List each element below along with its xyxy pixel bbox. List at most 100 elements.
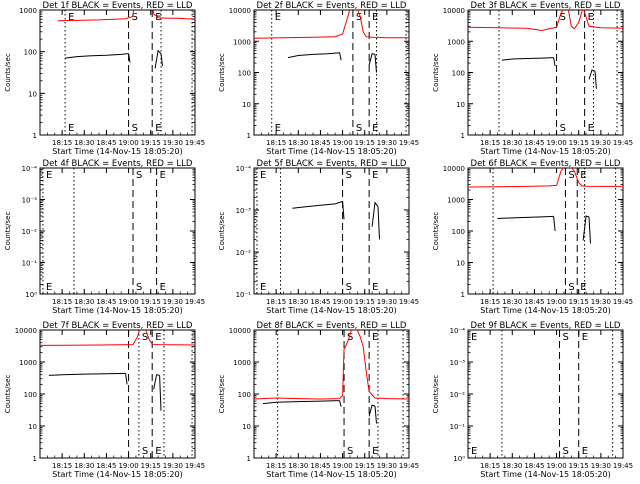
panel-5-frame [253,167,410,295]
panel-6-y-tick-label: 100 [452,228,465,236]
panel-2-marker-label: S [356,12,362,23]
panel-4-title: Det 4f BLACK = Events, RED = LLD [43,159,193,169]
panel-8-x-tick-label: 18:15 [266,462,286,470]
panel-2-title: Det 2f BLACK = Events, RED = LLD [257,1,407,11]
panel-2-series-events [339,52,342,61]
panel-1-series-events [128,53,131,63]
panel-8-title: Det 8f BLACK = Events, RED = LLD [257,321,407,331]
panel-4-marker-label: S [136,170,142,181]
panel-5-marker-label: E [372,170,378,181]
panel-6-y-tick-label: 1 [461,291,465,299]
panel-2-x-tick-label: 19:15 [355,139,375,147]
panel-3-y-tick-label: 1000 [447,38,465,46]
panel-2-series-events [368,53,376,66]
panel-3-series-lld [468,10,623,32]
panel-2-marker-label-bottom: S [356,123,362,134]
panel-2-x-tick-label: 19:45 [399,139,419,147]
panel-9-x-tick-label: 18:30 [502,462,522,470]
panel-2-series-events [287,52,340,59]
panel-2-marker-label: E [275,12,281,23]
panel-3-series-events [553,57,556,67]
panel-9-x-tick-label: 19:00 [546,462,566,470]
panel-4-y-axis-label: Counts/sec [4,212,12,251]
panel-9-marker-label-bottom: S [563,446,569,457]
panel-1-marker-label-bottom: E [155,123,161,134]
panel-1-series-events [154,49,162,69]
panel-4-x-tick-label: 18:30 [74,298,94,306]
panel-9-marker-label-bottom: E [582,446,588,457]
panel-5-x-tick-label: 19:00 [332,298,352,306]
panel-6-marker-label-bottom: S [568,282,574,293]
panel-6-series-events [588,216,591,244]
panel-7-x-tick-label: 18:30 [74,462,94,470]
panel-5-y-tick-label: 10⁻² [236,249,252,257]
panel-6-x-axis-label: Start Time (14-Nov-15 18:05:20) [480,306,610,315]
panel-5-y-tick-label: 10⁻³ [236,207,252,215]
panel-5-x-tick-label: 18:30 [288,298,308,306]
panel-4-x-tick-label: 18:45 [96,298,116,306]
panel-1-x-tick-label: 19:15 [141,139,161,147]
panel-8-x-tick-label: 19:15 [355,462,375,470]
panel-5-x-axis-label: Start Time (14-Nov-15 18:05:20) [266,306,396,315]
panel-7-marker-label: E [155,332,161,343]
panel-6-x-tick-label: 19:30 [591,298,611,306]
panel-3-y-axis-label: Counts/sec [432,53,440,92]
panel-7-y-tick-label: 10000 [15,327,37,335]
panel-7-marker-label-bottom: S [142,446,148,457]
panel-3-x-tick-label: 18:15 [480,139,500,147]
panel-1-series-lld [57,10,195,22]
panel-6-x-tick-label: 18:15 [480,298,500,306]
panel-1-y-tick-label: 100 [24,49,37,57]
panel-8-x-tick-label: 19:30 [377,462,397,470]
panel-4-y-tick-label: 10⁰ [25,291,37,299]
panel-9-y-tick-label: 10⁻³ [450,359,466,367]
panel-5-series-events [377,206,380,240]
panel-5-marker-label: S [346,170,352,181]
panel-6-marker-label-bottom: E [580,282,586,293]
panel-3-y-tick-label: 10000 [443,7,465,15]
panel-7-series-events [153,374,160,390]
panel-2-frame [253,9,410,136]
panel-6-x-tick-label: 19:00 [546,298,566,306]
panel-3-x-tick-label: 18:45 [524,139,544,147]
panel-4-x-tick-label: 19:15 [141,298,161,306]
panel-4-y-tick-label: 10⁻¹ [22,260,38,268]
panel-4-x-tick-label: 19:00 [118,298,138,306]
panel-3-frame [467,9,624,136]
panel-3-x-tick-label: 19:45 [613,139,633,147]
panel-5-series-events [371,201,379,227]
panel-6-x-tick-label: 19:45 [613,298,633,306]
panel-5-marker-label: E [260,170,266,181]
panel-1-y-tick-label: 10 [28,90,37,98]
panel-6-x-tick-label: 18:45 [524,298,544,306]
panel-4-x-tick-label: 18:15 [52,298,72,306]
panel-1-x-tick-label: 19:45 [185,139,205,147]
panel-8-y-axis-label: Counts/sec [218,375,226,414]
panel-6-title: Det 6f BLACK = Events, RED = LLD [471,159,621,169]
panel-3-marker-label-bottom: S [560,123,566,134]
panel-8-x-tick-label: 19:45 [399,462,419,470]
panel-8-marker-label: S [347,332,353,343]
panel-7-x-axis-label: Start Time (14-Nov-15 18:05:20) [52,470,182,479]
panel-4-marker-label-bottom: E [160,282,166,293]
panel-3-marker-label: S [560,12,566,23]
panel-9-marker-label: E [471,332,477,343]
panel-7-y-axis-label: Counts/sec [4,375,12,414]
panel-7-series-events [159,375,162,411]
panel-8-y-tick-label: 10000 [229,327,251,335]
panel-1-marker-label: S [132,12,138,23]
panel-8-x-tick-label: 18:30 [288,462,308,470]
panel-5-x-tick-label: 18:45 [310,298,330,306]
panel-4-x-tick-label: 19:30 [163,298,183,306]
panel-1-title: Det 1f BLACK = Events, RED = LLD [43,1,193,11]
panel-9-x-axis-label: Start Time (14-Nov-15 18:05:20) [480,470,610,479]
panel-2-y-tick-label: 10000 [229,7,251,15]
panel-8-series-events [374,406,377,424]
panel-1-marker-label: E [68,12,74,23]
panel-7-series-events [48,372,126,376]
panel-2-x-tick-label: 18:15 [266,139,286,147]
panel-3-y-tick-label: 100 [452,70,465,78]
panel-6-marker-label: E [580,170,586,181]
panel-8-x-tick-label: 18:45 [310,462,330,470]
